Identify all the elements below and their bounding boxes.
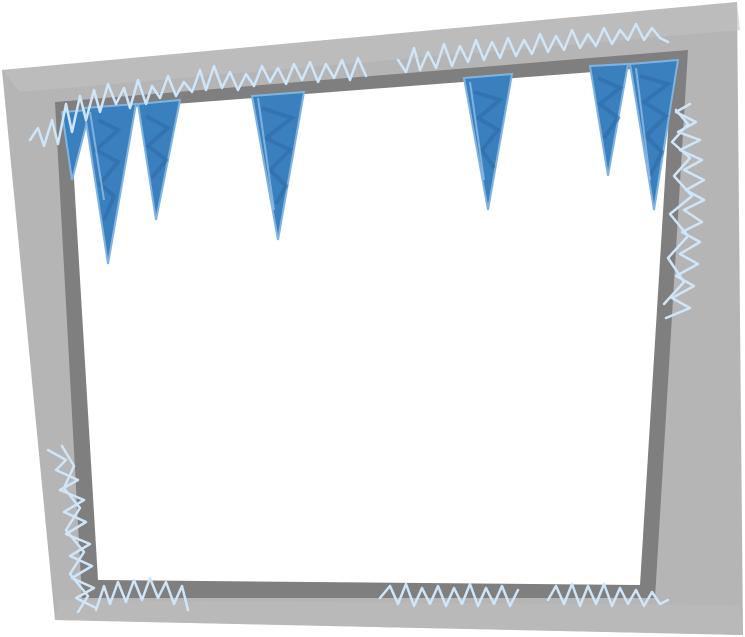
frame-sheen-bottom xyxy=(55,600,743,635)
icicle xyxy=(250,90,306,241)
frost-decoration xyxy=(28,22,706,614)
icicle xyxy=(628,58,680,211)
panel-interior xyxy=(70,66,672,585)
frame-sheen xyxy=(2,2,740,92)
icicles xyxy=(60,58,680,265)
icicle xyxy=(82,102,138,265)
